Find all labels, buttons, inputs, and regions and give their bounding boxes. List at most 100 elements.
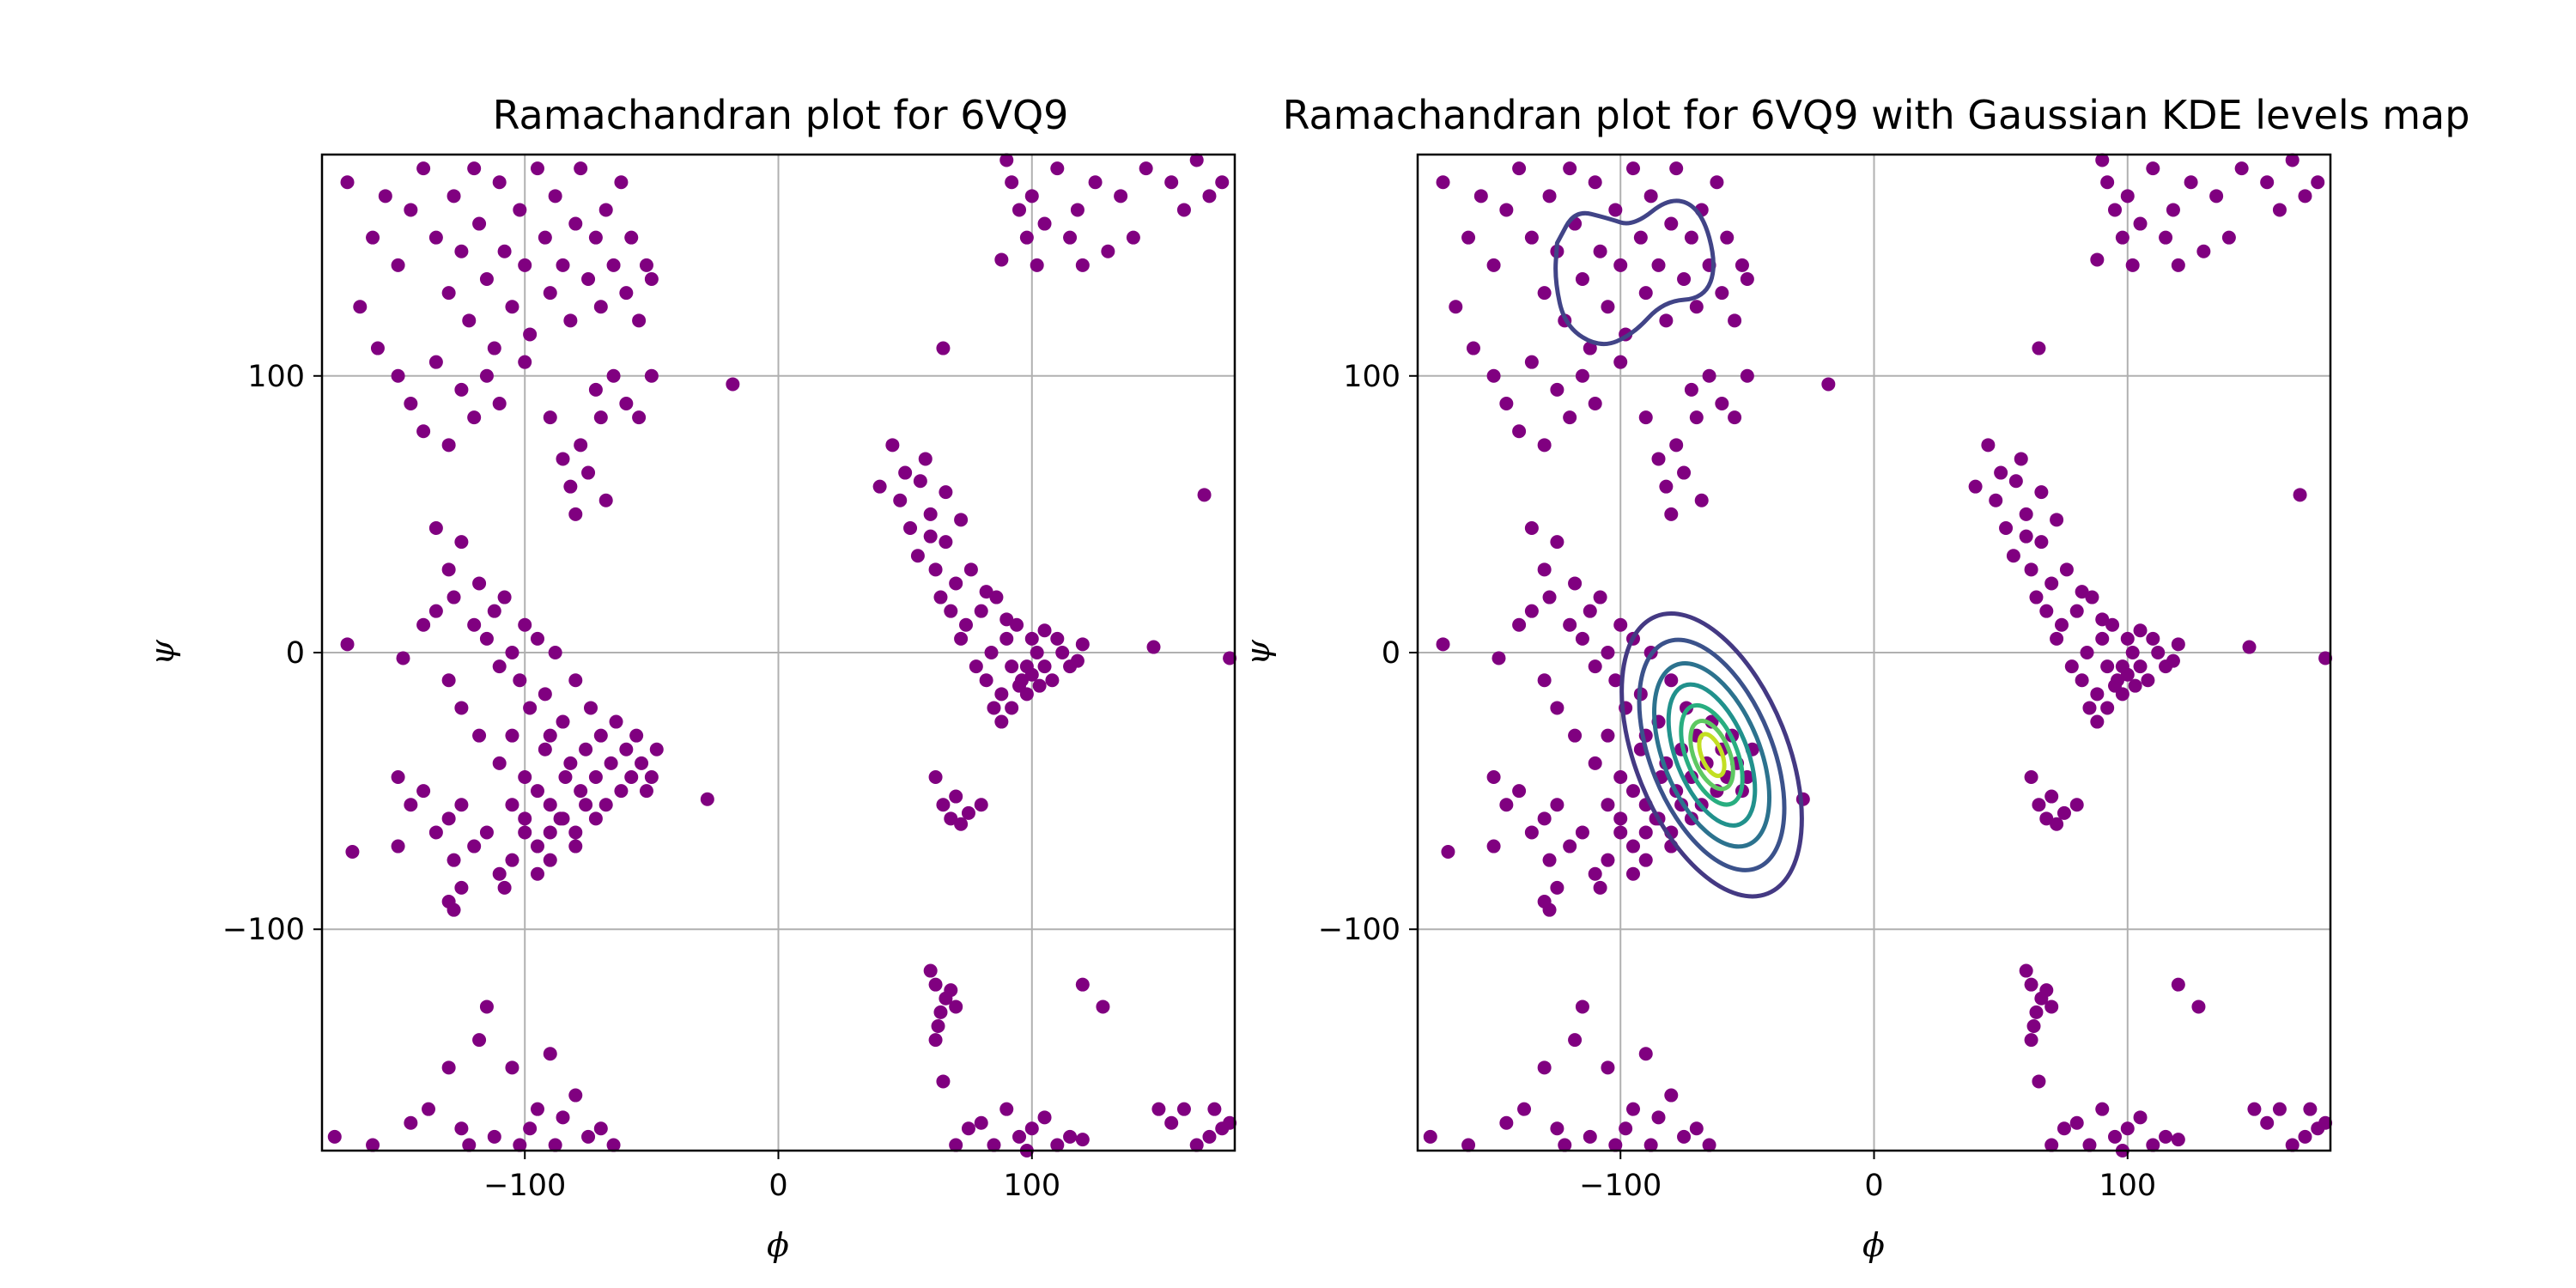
data-point bbox=[933, 590, 948, 605]
data-point bbox=[984, 646, 999, 659]
data-point bbox=[472, 728, 487, 743]
data-point bbox=[593, 410, 608, 425]
data-point bbox=[1740, 272, 1754, 286]
data-point bbox=[2069, 798, 2084, 812]
data-point bbox=[1492, 651, 1506, 665]
data-point bbox=[1677, 1129, 1692, 1144]
data-point bbox=[923, 507, 938, 521]
data-point bbox=[1537, 811, 1552, 826]
data-point bbox=[2146, 631, 2160, 646]
data-point bbox=[513, 1138, 527, 1152]
data-point bbox=[428, 604, 443, 618]
data-point bbox=[1710, 175, 1724, 190]
data-point bbox=[1638, 1047, 1653, 1061]
data-point bbox=[1050, 631, 1065, 646]
data-point bbox=[2298, 1129, 2312, 1144]
data-point bbox=[2141, 673, 2155, 688]
data-point bbox=[2171, 258, 2185, 272]
data-point bbox=[1461, 1138, 1476, 1152]
data-point bbox=[497, 244, 512, 258]
data-point bbox=[1702, 368, 1716, 383]
kde-contour-level-5 bbox=[1679, 702, 1745, 807]
data-point bbox=[893, 493, 908, 507]
data-point bbox=[1550, 382, 1564, 397]
data-point bbox=[936, 798, 951, 812]
data-point bbox=[1593, 244, 1607, 258]
data-point bbox=[1055, 646, 1070, 659]
data-point bbox=[581, 272, 596, 286]
data-point bbox=[2166, 203, 2180, 217]
data-point bbox=[2044, 999, 2059, 1014]
data-point bbox=[1613, 770, 1628, 784]
data-point bbox=[1499, 397, 1514, 410]
data-point bbox=[518, 770, 532, 784]
data-point bbox=[1037, 1110, 1052, 1125]
data-point bbox=[1563, 161, 1577, 176]
data-point bbox=[2095, 631, 2110, 646]
data-point bbox=[1601, 1060, 1615, 1075]
data-point bbox=[487, 341, 501, 355]
data-point bbox=[987, 1138, 1001, 1152]
data-point bbox=[1024, 189, 1039, 204]
data-point bbox=[1223, 651, 1237, 665]
data-point bbox=[574, 161, 588, 176]
data-point bbox=[2115, 687, 2129, 702]
data-point bbox=[2293, 488, 2307, 502]
data-point bbox=[513, 203, 527, 217]
data-point bbox=[568, 839, 583, 854]
data-point bbox=[928, 1033, 943, 1048]
data-point bbox=[1740, 368, 1754, 383]
data-point bbox=[1517, 1102, 1532, 1116]
data-point bbox=[404, 397, 418, 410]
data-point bbox=[1720, 230, 1735, 245]
data-point bbox=[1613, 258, 1628, 272]
data-point bbox=[2120, 667, 2135, 682]
data-point bbox=[1005, 175, 1019, 190]
data-point bbox=[1669, 161, 1684, 176]
data-point bbox=[563, 756, 578, 770]
data-point bbox=[428, 825, 443, 840]
data-point bbox=[1537, 1060, 1552, 1075]
data-point bbox=[441, 811, 456, 826]
data-point bbox=[568, 673, 583, 688]
data-point bbox=[2026, 1019, 2041, 1033]
data-point bbox=[2242, 640, 2257, 654]
data-point bbox=[1050, 161, 1065, 176]
data-point bbox=[1499, 798, 1514, 812]
data-point bbox=[1012, 1129, 1027, 1144]
data-point bbox=[598, 798, 613, 812]
data-point bbox=[416, 784, 431, 799]
data-point bbox=[2159, 1129, 2173, 1144]
data-point bbox=[1583, 1129, 1597, 1144]
kde-contour-level-3 bbox=[1652, 661, 1772, 849]
data-point bbox=[2090, 687, 2105, 702]
data-point bbox=[1613, 355, 1628, 369]
data-point bbox=[1550, 798, 1564, 812]
data-point bbox=[954, 631, 969, 646]
data-point bbox=[1638, 410, 1653, 425]
data-point bbox=[2050, 631, 2064, 646]
data-point bbox=[530, 839, 544, 854]
data-point bbox=[1593, 590, 1607, 605]
data-point bbox=[2285, 1138, 2300, 1152]
data-point bbox=[327, 1129, 342, 1144]
data-point bbox=[428, 355, 443, 369]
data-point bbox=[2151, 646, 2166, 659]
data-point bbox=[644, 368, 659, 383]
data-point bbox=[913, 474, 927, 489]
data-point bbox=[933, 1005, 948, 1019]
data-point bbox=[518, 355, 532, 369]
kde-contour-level-2 bbox=[1637, 637, 1787, 872]
data-point bbox=[928, 562, 943, 577]
data-point bbox=[530, 866, 544, 881]
data-point bbox=[530, 631, 544, 646]
data-point bbox=[928, 977, 943, 992]
data-point bbox=[1005, 701, 1019, 715]
data-point bbox=[2019, 529, 2033, 544]
data-point bbox=[1575, 999, 1589, 1014]
data-point bbox=[2133, 623, 2148, 638]
data-point bbox=[2019, 507, 2033, 521]
data-point bbox=[1702, 1138, 1716, 1152]
data-point bbox=[2024, 562, 2038, 577]
data-point bbox=[910, 549, 925, 563]
